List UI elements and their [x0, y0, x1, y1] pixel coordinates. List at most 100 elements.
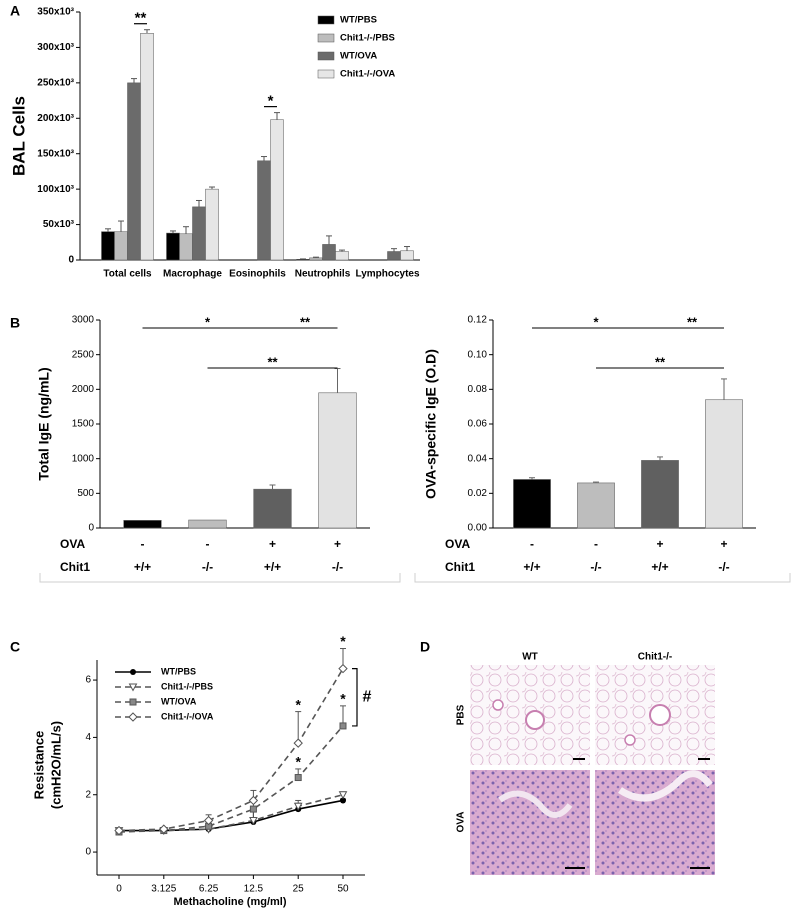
x-tick-label: 25	[293, 884, 305, 895]
y-axis-label: (cmH2O/mL/s)	[48, 721, 63, 809]
table-cell: +	[656, 537, 663, 551]
bar	[400, 250, 414, 261]
y-tick-label: 300x10³	[37, 42, 74, 53]
marker	[339, 722, 347, 730]
y-tick-label: 3000	[72, 315, 95, 326]
table-cell: -/-	[202, 560, 213, 574]
significance-label: *	[593, 314, 599, 329]
y-tick-label: 0	[85, 847, 91, 858]
micrograph	[470, 770, 590, 875]
x-tick-label: Macrophage	[163, 269, 222, 280]
column-label: WT	[522, 652, 538, 663]
marker	[248, 795, 259, 806]
x-tick-label: 50	[337, 884, 349, 895]
x-tick-label: Eosinophils	[229, 269, 286, 280]
legend-swatch	[317, 51, 335, 61]
significance-label: **	[300, 314, 311, 329]
y-tick-label: 6	[85, 675, 91, 686]
legend-label: Chit1-/-/PBS	[340, 33, 395, 44]
marker	[130, 669, 136, 675]
marker	[128, 712, 138, 722]
marker	[294, 774, 302, 782]
y-tick-label: 0.10	[468, 349, 488, 360]
series-line	[119, 793, 344, 832]
significance-label: **	[135, 10, 147, 27]
column-label: Chit1-/-	[638, 652, 672, 663]
marker	[249, 817, 258, 826]
table-row-label: OVA	[445, 537, 470, 551]
y-tick-label: 0.12	[468, 315, 488, 326]
significance-label: **	[687, 314, 698, 329]
x-tick-label: Total cells	[103, 269, 152, 280]
y-tick-label: 150x10³	[37, 148, 74, 159]
bar	[205, 188, 219, 261]
panel-label: C	[10, 639, 20, 655]
y-tick-label: 4	[85, 732, 91, 743]
table-cell: +/+	[264, 560, 281, 574]
row-label: OVA	[456, 812, 467, 833]
marker	[203, 815, 214, 826]
x-tick-label: 12.5	[244, 884, 264, 895]
legend-swatch	[317, 15, 335, 25]
legend-label: Chit1-/-/OVA	[161, 711, 214, 721]
x-tick-label: Neutrophils	[295, 269, 351, 280]
y-tick-label: 0.02	[468, 488, 488, 499]
significance-label: *	[340, 633, 346, 649]
y-tick-label: 0.08	[468, 384, 488, 395]
table-row-label: Chit1	[60, 560, 90, 574]
bar	[577, 482, 615, 529]
bar	[705, 399, 743, 529]
bar	[114, 231, 128, 261]
table-cell: -	[141, 537, 145, 551]
legend-label: WT/PBS	[161, 666, 196, 676]
significance-label: **	[655, 354, 666, 369]
significance-label: *	[295, 696, 301, 712]
row-label: PBS	[456, 704, 467, 725]
table-cell: +/+	[651, 560, 668, 574]
bracket-label: #	[363, 688, 372, 705]
panel-label: A	[10, 3, 20, 19]
table-cell: -/-	[590, 560, 601, 574]
x-tick-label: Lymphocytes	[355, 269, 420, 280]
y-tick-label: 0	[88, 523, 94, 534]
marker	[114, 825, 124, 836]
series-line	[118, 668, 344, 832]
y-axis-label: OVA-specific IgE (O.D)	[423, 349, 439, 499]
legend-swatch	[317, 69, 335, 79]
bar	[257, 160, 271, 261]
y-tick-label: 1000	[72, 453, 95, 464]
bar	[188, 519, 227, 529]
x-tick-label: 6.25	[199, 884, 219, 895]
y-axis-label: Total IgE (ng/mL)	[36, 367, 52, 480]
y-tick-label: 0.00	[468, 523, 488, 534]
y-tick-label: 100x10³	[37, 184, 74, 195]
significance-label: *	[205, 314, 211, 329]
series-line	[119, 799, 344, 832]
significance-label: *	[268, 93, 274, 110]
legend-label: WT/PBS	[340, 15, 377, 26]
y-tick-label: 0.04	[468, 453, 488, 464]
micrograph	[595, 770, 715, 875]
bar	[179, 233, 193, 261]
bar	[309, 257, 323, 261]
series-line	[118, 725, 344, 833]
marker	[159, 824, 169, 834]
marker	[293, 738, 303, 748]
legend-label: WT/OVA	[340, 51, 377, 62]
marker	[129, 698, 137, 706]
y-tick-label: 2000	[72, 384, 95, 395]
table-cell: -	[530, 537, 534, 551]
marker	[128, 683, 138, 692]
marker	[340, 797, 346, 804]
bar	[641, 460, 679, 529]
y-axis-label: Resistance	[31, 731, 46, 800]
table-cell: -	[594, 537, 598, 551]
table-cell: -/-	[332, 560, 343, 574]
y-tick-label: 350x10³	[37, 7, 74, 18]
bar	[318, 392, 357, 529]
table-row-label: Chit1	[445, 560, 475, 574]
y-tick-label: 200x10³	[37, 113, 74, 124]
table-row-label: OVA	[60, 537, 85, 551]
table-cell: +/+	[134, 560, 151, 574]
